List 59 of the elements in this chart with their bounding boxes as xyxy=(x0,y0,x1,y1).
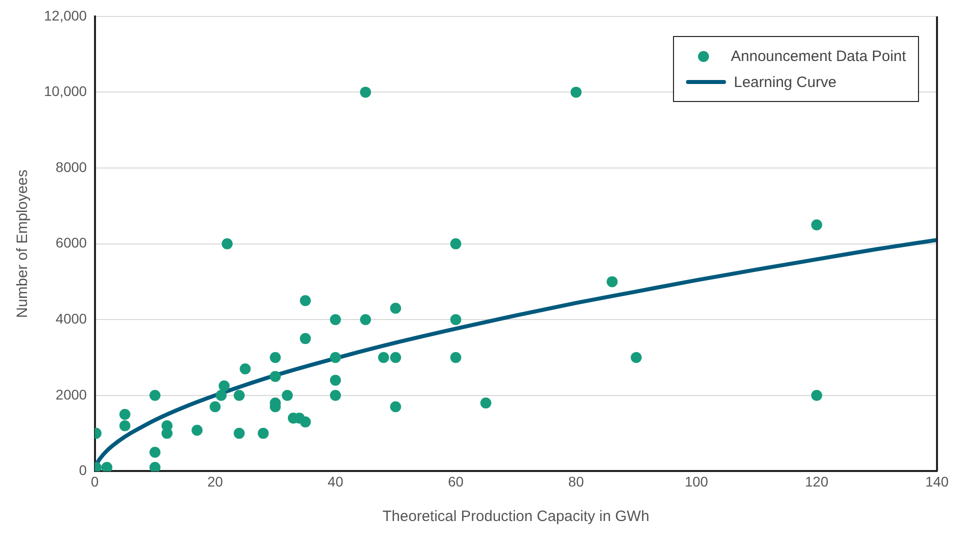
point xyxy=(360,314,372,326)
point xyxy=(300,416,311,428)
point xyxy=(119,408,130,420)
point xyxy=(270,370,281,382)
point xyxy=(330,390,341,401)
x-tick-label: 80 xyxy=(568,473,584,490)
point xyxy=(216,390,227,401)
point xyxy=(258,428,269,439)
point xyxy=(630,352,642,363)
y-axis-title: Number of Employees xyxy=(14,170,32,318)
point xyxy=(450,314,462,326)
y-tick-label: 10,000 xyxy=(44,83,88,100)
point xyxy=(811,390,822,401)
point xyxy=(390,302,402,314)
y-tick-label: 12,000 xyxy=(44,7,88,24)
point xyxy=(300,333,311,344)
point xyxy=(390,401,402,412)
y-tick-label: 2000 xyxy=(56,386,88,402)
y-tick-label: 0 xyxy=(79,462,88,478)
y-tick-label: 4000 xyxy=(56,310,88,326)
point xyxy=(240,363,251,374)
legend-label: Learning Curve xyxy=(734,74,836,91)
point xyxy=(222,238,233,250)
point xyxy=(811,219,822,230)
point xyxy=(234,390,245,401)
point xyxy=(210,401,221,412)
point xyxy=(330,374,341,386)
point xyxy=(149,390,160,401)
y-tick-label: 8000 xyxy=(56,158,88,175)
point xyxy=(234,428,245,439)
point xyxy=(330,314,341,326)
point xyxy=(101,462,112,472)
point xyxy=(270,352,281,363)
legend-label: Announcement Data Point xyxy=(730,48,906,65)
y-tick-label: 6000 xyxy=(56,234,88,251)
point xyxy=(606,276,618,288)
point xyxy=(119,420,130,432)
point xyxy=(149,462,160,472)
x-tick-label: 120 xyxy=(805,473,829,490)
point xyxy=(390,352,402,363)
x-tick-label: 100 xyxy=(684,473,708,490)
x-tick-label: 60 xyxy=(448,473,464,490)
point xyxy=(330,352,341,363)
x-tick-label: 0 xyxy=(90,473,99,490)
x-axis-title: Theoretical Production Capacity in GWh xyxy=(382,508,650,526)
point xyxy=(378,352,390,363)
x-tick-label: 20 xyxy=(207,473,224,490)
point xyxy=(570,86,582,98)
point xyxy=(192,424,203,436)
point xyxy=(450,352,462,363)
x-tick-label: 140 xyxy=(925,473,949,490)
point xyxy=(450,238,462,250)
point xyxy=(218,380,230,392)
point xyxy=(282,390,293,401)
point xyxy=(480,397,492,408)
point xyxy=(300,295,311,306)
x-tick-label: 40 xyxy=(328,473,344,490)
point xyxy=(149,446,160,458)
point xyxy=(360,86,372,98)
